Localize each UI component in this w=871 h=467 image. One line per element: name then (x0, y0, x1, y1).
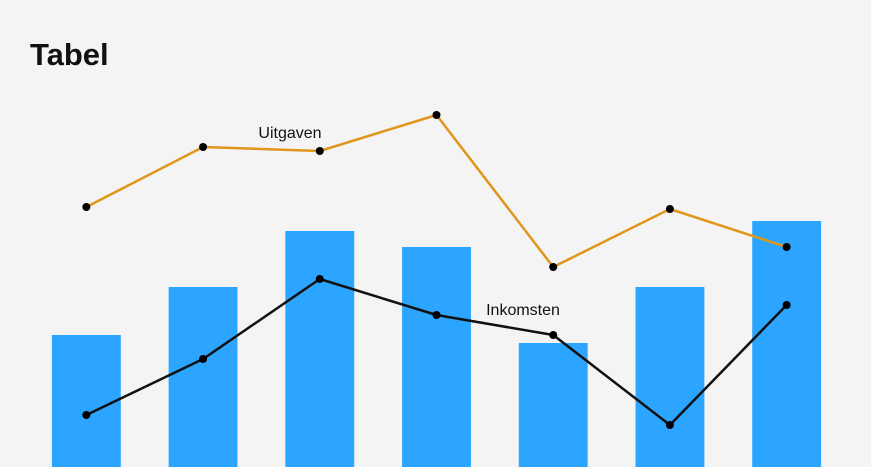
line (85, 113, 788, 269)
point (549, 331, 558, 339)
bar (285, 231, 355, 467)
bar (518, 343, 588, 467)
bar (402, 247, 471, 467)
bar (752, 221, 822, 467)
point (315, 147, 324, 155)
chart-title: Tabel (30, 37, 109, 72)
line-label: Uitgaven (258, 125, 321, 142)
point (782, 301, 791, 309)
point (199, 143, 208, 151)
point (199, 355, 208, 363)
point (665, 205, 674, 213)
point (432, 311, 441, 319)
point (432, 111, 441, 119)
point (549, 263, 558, 271)
point (782, 243, 791, 251)
bar (635, 287, 705, 467)
point (315, 275, 324, 283)
point (82, 411, 91, 419)
bar (51, 335, 121, 467)
point (82, 203, 91, 211)
point (665, 421, 674, 429)
bar (168, 287, 238, 467)
line-label: Inkomsten (486, 302, 560, 319)
